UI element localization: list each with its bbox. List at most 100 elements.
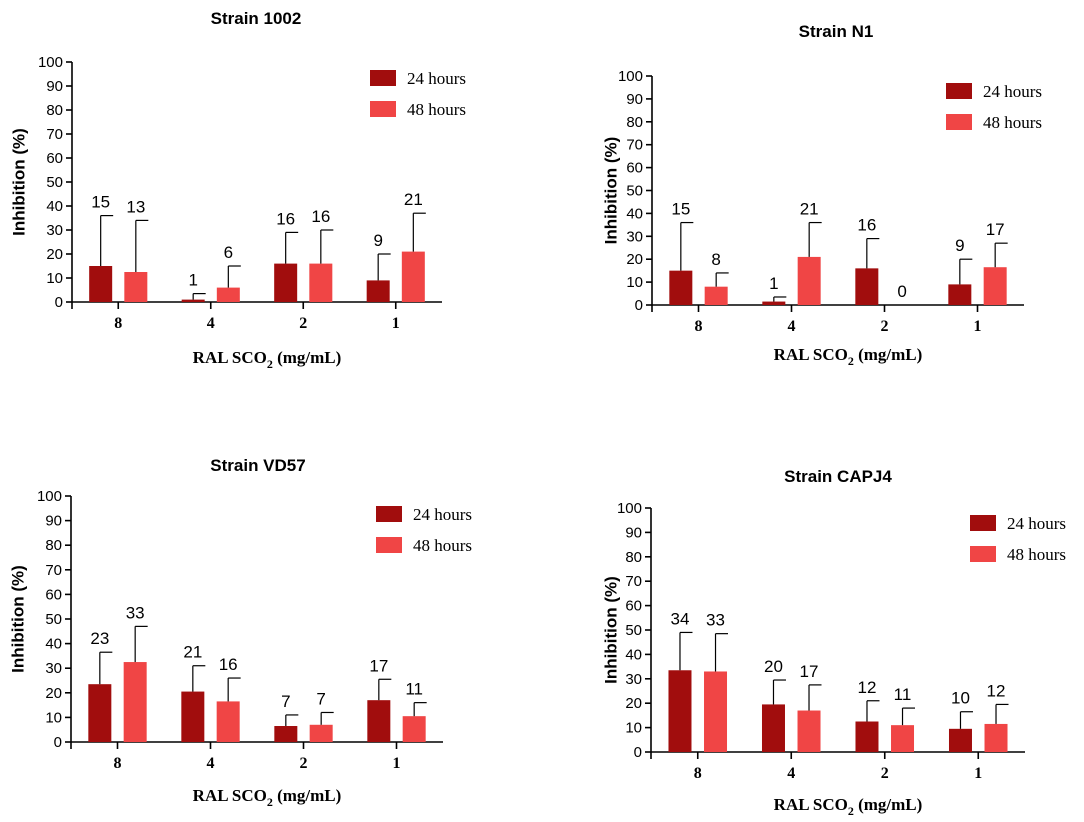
x-axis-label-subscript: 2 — [848, 804, 854, 818]
legend-swatch-24h — [370, 70, 396, 86]
y-tick-label: 20 — [46, 246, 63, 263]
y-tick-label: 80 — [626, 114, 643, 131]
legend-swatch-48h — [970, 546, 996, 562]
y-tick-label: 10 — [625, 720, 642, 737]
bar-24h — [761, 704, 785, 752]
x-axis-label: RAL SCO2 (mg/mL) — [193, 786, 342, 809]
data-label: 16 — [276, 209, 295, 228]
y-tick-label: 90 — [46, 78, 63, 95]
y-axis-label: Inhibition (%) — [601, 137, 620, 245]
bar-48h — [123, 662, 147, 742]
x-tick-label: 8 — [114, 315, 122, 332]
x-axis-label-unit: (mg/mL) — [854, 795, 922, 814]
y-tick-label: 70 — [45, 562, 62, 579]
data-label: 11 — [894, 685, 912, 704]
bar-48h — [216, 287, 240, 302]
bar-48h — [216, 701, 240, 742]
y-tick-label: 40 — [46, 198, 63, 215]
chart-panel-4: Strain CAPJ4 Inhibition (%) 0 10 20 30 40 50 60 7… — [601, 467, 1066, 818]
data-label: 9 — [373, 231, 382, 250]
y-tick-label: 70 — [625, 573, 642, 590]
x-axis-label-unit: (mg/mL) — [854, 345, 922, 364]
legend-label: 48 hours — [983, 113, 1042, 132]
y-tick-label: 40 — [45, 636, 62, 653]
x-tick-label: 1 — [392, 315, 400, 332]
bar-24h — [274, 263, 298, 302]
bar-24h — [855, 721, 879, 752]
data-label: 1 — [769, 274, 778, 293]
bar-48h — [983, 267, 1007, 305]
bar-48h — [891, 725, 915, 752]
data-label: 21 — [183, 643, 202, 662]
bar-24h — [948, 284, 972, 305]
data-label: 16 — [857, 216, 876, 235]
x-tick-label: 1 — [974, 765, 982, 782]
y-tick-label: 80 — [46, 102, 63, 119]
y-axis-label: Inhibition (%) — [8, 565, 27, 673]
legend-swatch-48h — [376, 537, 402, 553]
y-tick-label: 20 — [45, 685, 62, 702]
x-tick-label: 4 — [207, 315, 215, 332]
y-tick-label: 100 — [38, 54, 63, 71]
chart-panel-3: Strain VD57 Inhibition (%) 0 10 20 30 40 50 60 70… — [8, 456, 472, 809]
data-label: 33 — [706, 611, 725, 630]
data-label: 34 — [671, 609, 690, 628]
data-label: 16 — [311, 207, 330, 226]
x-axis-label-subscript: 2 — [267, 795, 273, 809]
data-label: 10 — [951, 689, 970, 708]
y-axis-label: Inhibition (%) — [9, 128, 28, 236]
y-tick-label: 50 — [625, 622, 642, 639]
legend-label: 48 hours — [1007, 545, 1066, 564]
chart-title: Strain N1 — [799, 22, 874, 41]
y-tick-label: 60 — [626, 160, 643, 177]
y-tick-label: 10 — [46, 270, 63, 287]
x-tick-label: 8 — [114, 755, 122, 772]
y-tick-label: 70 — [626, 137, 643, 154]
data-label: 17 — [986, 220, 1005, 239]
y-tick-label: 100 — [617, 500, 642, 517]
x-tick-label: 2 — [299, 315, 307, 332]
y-tick-label: 100 — [37, 488, 62, 505]
legend-label: 24 hours — [413, 505, 472, 524]
data-label: 15 — [91, 193, 110, 212]
legend-label: 24 hours — [407, 69, 466, 88]
bar-48h — [401, 251, 425, 302]
data-label: 33 — [126, 603, 145, 622]
y-tick-label: 70 — [46, 126, 63, 143]
y-tick-label: 30 — [45, 660, 62, 677]
legend-swatch-48h — [370, 101, 396, 117]
data-label: 21 — [404, 190, 423, 209]
bar-24h — [181, 299, 205, 302]
bar-48h — [309, 263, 333, 302]
data-label: 1 — [188, 271, 197, 290]
x-axis-label-unit: (mg/mL) — [273, 348, 341, 367]
y-tick-label: 10 — [626, 274, 643, 291]
bar-24h — [855, 268, 879, 305]
legend-swatch-48h — [946, 114, 972, 130]
x-tick-label: 2 — [881, 765, 889, 782]
y-tick-label: 0 — [55, 294, 63, 311]
bar-48h — [124, 272, 148, 302]
y-tick-label: 50 — [45, 611, 62, 628]
bar-48h — [704, 671, 728, 752]
x-tick-label: 8 — [694, 765, 702, 782]
bar-24h — [367, 700, 391, 742]
data-label: 12 — [858, 678, 877, 697]
y-tick-label: 50 — [46, 174, 63, 191]
x-axis-label: RAL SCO2 (mg/mL) — [193, 348, 342, 371]
x-tick-label: 4 — [787, 765, 795, 782]
chart-title: Strain 1002 — [211, 9, 302, 28]
y-tick-label: 0 — [635, 297, 643, 314]
chart-title: Strain VD57 — [210, 456, 305, 475]
bar-24h — [762, 301, 786, 305]
data-label: 21 — [800, 200, 819, 219]
data-label: 8 — [711, 250, 720, 269]
x-axis-label-subscript: 2 — [267, 357, 273, 371]
data-label: 9 — [955, 236, 964, 255]
y-tick-label: 90 — [45, 513, 62, 530]
bar-48h — [797, 256, 821, 305]
y-tick-label: 60 — [625, 598, 642, 615]
y-tick-label: 0 — [634, 744, 642, 761]
x-axis-label: RAL SCO2 (mg/mL) — [774, 795, 923, 818]
y-tick-label: 100 — [618, 68, 643, 85]
